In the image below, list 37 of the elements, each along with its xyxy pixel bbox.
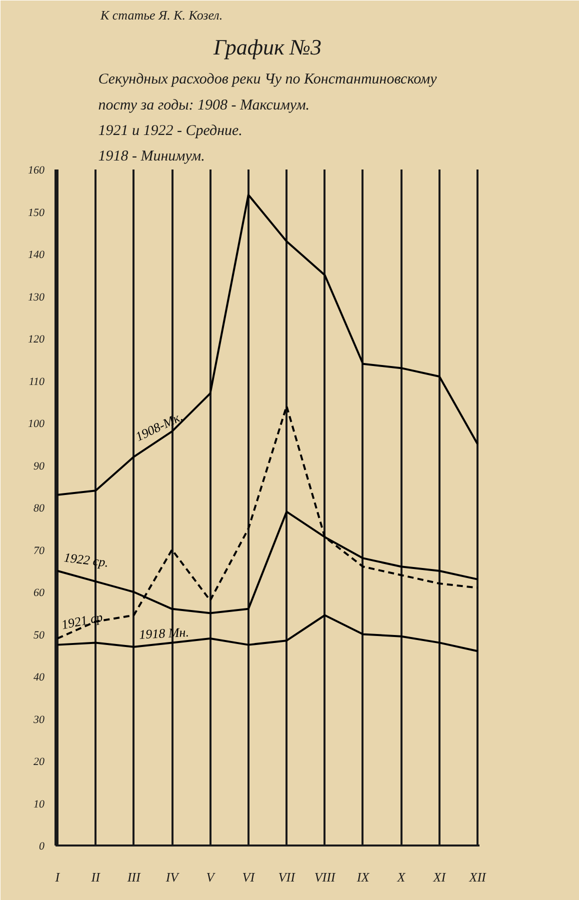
x-tick-label: XII (468, 870, 487, 884)
x-tick-label: XI (432, 870, 446, 884)
y-tick-label: 0 (39, 840, 45, 852)
series-label: 1918 Мн. (138, 624, 190, 642)
y-tick-label: 120 (28, 334, 45, 346)
x-tick-label: I (54, 870, 60, 884)
y-tick-label: 140 (28, 249, 45, 261)
x-tick-label: VIII (314, 870, 336, 884)
text: 1922 ср. (63, 550, 110, 570)
line-series (56, 405, 479, 640)
x-tick-label: III (126, 870, 141, 884)
x-tick-label: IV (164, 870, 180, 884)
y-tick-label: 100 (28, 418, 45, 430)
x-tick-label: VI (242, 870, 256, 884)
y-tick-label: 80 (34, 502, 45, 514)
line-series (56, 194, 479, 496)
y-tick-label: 40 (34, 672, 45, 684)
x-tick-label: IX (356, 870, 370, 884)
x-tick-label: V (206, 870, 216, 884)
y-tick-label: 110 (28, 376, 45, 388)
y-tick-label: 30 (32, 714, 45, 726)
text: К статье Я. К. Козел. (100, 8, 223, 22)
x-tick-label: VII (278, 870, 296, 884)
y-tick-label: 10 (34, 798, 45, 810)
y-tick-label: 20 (34, 756, 45, 768)
y-tick-label: 60 (34, 587, 45, 599)
y-tick-label: 90 (34, 460, 45, 472)
y-tick-label: 160 (28, 164, 45, 176)
x-tick-label: II (90, 870, 101, 884)
chart-title: График №3 (212, 34, 322, 60)
y-tick-label: 70 (34, 544, 45, 557)
line-series (56, 614, 479, 652)
y-tick-label: 150 (28, 206, 45, 219)
y-tick-label: 130 (28, 291, 45, 304)
y-tick-label: 50 (34, 629, 45, 642)
chart-subtitle: Секундных расходов реки Чу по Константиновскому посту за годы: 1908 - Максимум. 1921 и 1922 - Средние. 1918 - Минимум. (98, 72, 438, 164)
x-tick-label: X (396, 870, 406, 884)
